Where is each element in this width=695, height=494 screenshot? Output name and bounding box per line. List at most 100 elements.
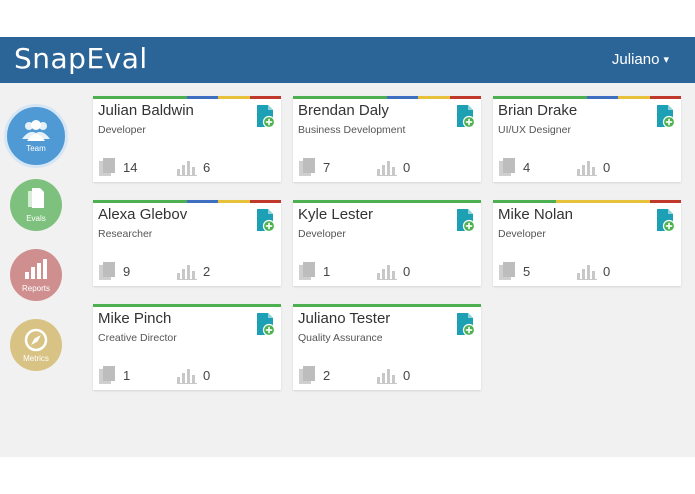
stripe-segment — [418, 96, 450, 99]
add-evaluation-icon[interactable] — [457, 105, 476, 129]
stripe-segment — [355, 304, 387, 307]
add-evaluation-icon[interactable] — [657, 105, 676, 129]
stripe-segment — [293, 200, 325, 203]
reports-count-stat: 0 — [377, 262, 410, 280]
stripe-segment — [586, 200, 619, 203]
documents-icon — [99, 262, 115, 280]
team-member-card[interactable]: Kyle Lester Developer 1 0 — [293, 200, 481, 286]
reports-count-stat: 0 — [377, 158, 410, 176]
bottom-band — [0, 457, 695, 494]
bar-chart-icon — [377, 265, 397, 280]
nav-metrics-label: Metrics — [23, 354, 49, 363]
stripe-segment — [186, 200, 219, 203]
evals-count-stat: 5 — [499, 262, 530, 280]
stripe-segment — [186, 304, 219, 307]
team-member-card[interactable]: Brendan Daly Business Development 7 0 — [293, 96, 481, 182]
card-color-stripe — [293, 200, 481, 203]
documents-icon — [499, 262, 515, 280]
app-header: SnapEval Juliano ▾ — [0, 37, 695, 83]
stripe-segment — [493, 200, 525, 203]
member-role: Quality Assurance — [298, 332, 383, 344]
stripe-segment — [524, 96, 556, 99]
reports-count: 0 — [603, 263, 611, 279]
card-color-stripe — [93, 304, 281, 307]
nav-team-button[interactable]: Team — [4, 104, 68, 168]
team-member-card[interactable]: Alexa Glebov Researcher 9 2 — [93, 200, 281, 286]
top-band — [0, 0, 695, 37]
stripe-segment — [155, 96, 187, 99]
documents-icon — [99, 366, 115, 384]
stripe-segment — [293, 96, 325, 99]
member-name: Brendan Daly — [298, 102, 389, 119]
documents-icon — [99, 158, 115, 176]
member-name: Mike Pinch — [98, 310, 172, 327]
evals-count: 5 — [523, 263, 531, 279]
nav-evals-button[interactable]: Evals — [10, 179, 62, 231]
user-menu[interactable]: Juliano ▾ — [612, 51, 669, 68]
team-member-card[interactable]: Mike Nolan Developer 5 0 — [493, 200, 681, 286]
evals-count: 4 — [523, 159, 531, 175]
add-evaluation-icon[interactable] — [257, 105, 276, 129]
stripe-segment — [155, 304, 187, 307]
card-color-stripe — [93, 96, 281, 99]
documents-icon — [299, 158, 315, 176]
card-color-stripe — [93, 200, 281, 203]
stripe-segment — [249, 304, 281, 307]
main-area: Team Evals Reports Metrics Julian Baldwi… — [0, 83, 695, 457]
reports-count-stat: 0 — [577, 262, 610, 280]
member-role: Developer — [98, 124, 146, 136]
bar-chart-icon — [377, 161, 397, 176]
add-evaluation-icon[interactable] — [257, 209, 276, 233]
add-evaluation-icon[interactable] — [657, 209, 676, 233]
stripe-segment — [218, 304, 250, 307]
team-icon — [22, 120, 50, 141]
evals-icon — [28, 188, 44, 208]
stripe-segment — [124, 200, 156, 203]
evals-count-stat: 1 — [99, 366, 130, 384]
team-member-card[interactable]: Brian Drake UI/UX Designer 4 0 — [493, 96, 681, 182]
member-role: Developer — [498, 228, 546, 240]
documents-icon — [299, 366, 315, 384]
documents-icon — [499, 158, 515, 176]
nav-reports-label: Reports — [21, 284, 50, 293]
nav-reports-button[interactable]: Reports — [10, 249, 62, 301]
stripe-segment — [555, 96, 587, 99]
stripe-segment — [555, 200, 587, 203]
stripe-segment — [586, 96, 619, 99]
add-evaluation-icon[interactable] — [457, 313, 476, 337]
user-name: Juliano — [611, 51, 660, 68]
bar-chart-icon — [177, 161, 197, 176]
reports-count: 0 — [603, 159, 611, 175]
member-role: Developer — [298, 228, 346, 240]
reports-count: 6 — [203, 159, 211, 175]
evals-count: 7 — [323, 159, 331, 175]
reports-count-stat: 0 — [177, 366, 210, 384]
stripe-segment — [418, 304, 450, 307]
stripe-segment — [386, 200, 419, 203]
card-color-stripe — [293, 96, 481, 99]
reports-count: 0 — [403, 159, 411, 175]
member-name: Alexa Glebov — [98, 206, 188, 223]
team-member-card[interactable]: Juliano Tester Quality Assurance 2 0 — [293, 304, 481, 390]
reports-count: 2 — [203, 263, 211, 279]
documents-icon — [299, 262, 315, 280]
stripe-segment — [124, 96, 156, 99]
bar-chart-icon — [177, 265, 197, 280]
evals-count: 1 — [323, 263, 331, 279]
stripe-segment — [449, 200, 481, 203]
team-member-card[interactable]: Julian Baldwin Developer 14 6 — [93, 96, 281, 182]
evals-count: 1 — [123, 367, 131, 383]
evals-count-stat: 14 — [99, 158, 137, 176]
team-member-card[interactable]: Mike Pinch Creative Director 1 0 — [93, 304, 281, 390]
evals-count-stat: 9 — [99, 262, 130, 280]
nav-team-label: Team — [26, 144, 46, 153]
app-logo[interactable]: SnapEval — [14, 42, 148, 75]
stripe-segment — [324, 200, 356, 203]
add-evaluation-icon[interactable] — [257, 313, 276, 337]
add-evaluation-icon[interactable] — [457, 209, 476, 233]
member-name: Mike Nolan — [498, 206, 574, 223]
evals-count: 9 — [123, 263, 131, 279]
nav-metrics-button[interactable]: Metrics — [10, 319, 62, 371]
bar-chart-icon — [577, 161, 597, 176]
stripe-segment — [649, 200, 681, 203]
